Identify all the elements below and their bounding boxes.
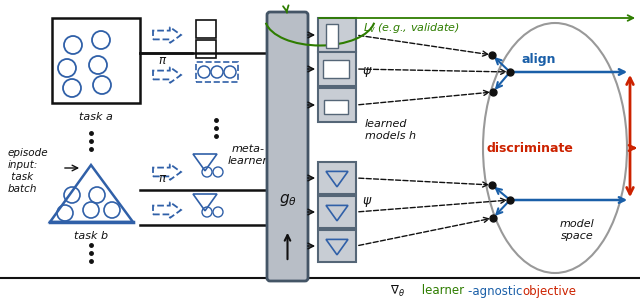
FancyBboxPatch shape xyxy=(267,12,308,281)
Text: task a: task a xyxy=(79,112,113,122)
Bar xyxy=(318,230,356,262)
Text: episode
input:
 task
batch: episode input: task batch xyxy=(8,148,49,194)
Text: task b: task b xyxy=(74,231,108,241)
Bar xyxy=(196,40,216,58)
Text: $L_v$ (e.g., validate): $L_v$ (e.g., validate) xyxy=(363,21,460,35)
Bar xyxy=(318,18,356,52)
Bar xyxy=(318,88,356,122)
Bar xyxy=(52,18,140,103)
Bar xyxy=(196,20,216,38)
Text: learned
models h: learned models h xyxy=(365,119,416,141)
Bar xyxy=(196,62,238,82)
Text: $\nabla_\theta$: $\nabla_\theta$ xyxy=(390,284,405,299)
Bar xyxy=(318,162,356,194)
Text: $\psi$: $\psi$ xyxy=(362,65,372,79)
Text: objective: objective xyxy=(522,284,576,297)
Bar xyxy=(326,24,338,48)
Text: -agnostic: -agnostic xyxy=(468,284,526,297)
Text: $g_\theta$: $g_\theta$ xyxy=(278,192,296,208)
Bar xyxy=(323,60,349,78)
Text: $\pi$: $\pi$ xyxy=(158,172,168,185)
Text: align: align xyxy=(522,54,557,67)
Text: meta-
learner: meta- learner xyxy=(228,144,268,166)
Text: discriminate: discriminate xyxy=(486,141,573,154)
Bar xyxy=(318,196,356,228)
Bar xyxy=(318,52,356,86)
Text: model
space: model space xyxy=(559,219,595,241)
Text: $\psi$: $\psi$ xyxy=(362,195,372,209)
Text: $\pi$: $\pi$ xyxy=(158,54,168,67)
Bar xyxy=(324,100,348,114)
Text: learner: learner xyxy=(418,284,464,297)
